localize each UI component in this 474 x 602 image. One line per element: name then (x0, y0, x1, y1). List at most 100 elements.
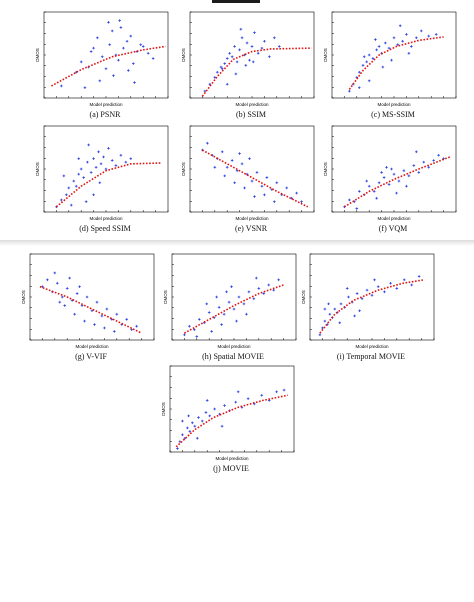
data-point (230, 159, 234, 162)
data-point (235, 319, 238, 323)
data-point (338, 321, 342, 325)
data-point (250, 45, 254, 48)
data-point (227, 300, 231, 304)
data-point (250, 179, 254, 183)
fit-curve (201, 47, 312, 97)
data-point (213, 165, 217, 169)
data-point (79, 60, 83, 64)
data-point (93, 323, 96, 326)
data-point (245, 41, 249, 45)
data-point (112, 74, 115, 77)
data-point (75, 292, 79, 295)
data-point (402, 169, 406, 173)
data-point (389, 281, 392, 285)
data-point (323, 319, 327, 323)
data-point (104, 67, 108, 71)
scatter-plot: Model prediction DMOS (c) MS-SSIM (318, 8, 468, 124)
data-point (129, 157, 133, 160)
data-point (390, 58, 393, 62)
y-axis-label: DMOS (35, 162, 40, 176)
plot-svg: Model prediction DMOS (163, 253, 297, 349)
data-point (225, 57, 229, 60)
data-point (205, 302, 209, 306)
data-point (256, 51, 260, 55)
data-point (219, 65, 223, 69)
data-point (46, 278, 49, 282)
data-point (272, 288, 275, 292)
data-point (375, 48, 378, 52)
data-point (94, 165, 98, 169)
data-point (130, 328, 133, 331)
data-point (260, 184, 264, 188)
plot-svg: Model prediction DMOS (323, 11, 457, 107)
data-point (90, 309, 94, 313)
data-point (92, 193, 95, 197)
data-point (402, 278, 406, 282)
y-axis-label: DMOS (181, 162, 186, 176)
data-point (131, 62, 135, 65)
data-point (419, 29, 423, 33)
data-point (65, 193, 68, 197)
figure-caption: (d) Speed SSIM (79, 224, 131, 233)
scatter-plot: Model prediction DMOS (f) VQM (318, 122, 468, 238)
data-point (318, 333, 322, 337)
plot-frame (309, 253, 435, 341)
data-point (122, 46, 125, 50)
data-point (327, 302, 330, 306)
data-point (238, 152, 241, 155)
data-point (361, 64, 365, 67)
data-point (117, 58, 120, 62)
data-point (360, 297, 364, 301)
figure-caption: (c) MS-SSIM (371, 110, 415, 119)
data-point (110, 318, 114, 321)
y-axis-label: DMOS (161, 402, 166, 416)
plot-svg: Model prediction DMOS (323, 125, 457, 221)
data-point (228, 51, 231, 55)
plot-frame (43, 11, 169, 99)
data-point (367, 53, 371, 57)
data-point (183, 333, 186, 337)
data-point (247, 290, 251, 294)
plot-frame (189, 11, 315, 99)
data-point (417, 171, 421, 174)
data-point (222, 312, 226, 316)
figure-caption: (a) PSNR (89, 110, 121, 119)
fit-curve (348, 36, 444, 90)
data-point (367, 184, 371, 188)
data-point (186, 426, 189, 430)
data-point (146, 51, 150, 55)
data-point (83, 319, 86, 323)
x-axis-label: Model prediction (75, 344, 109, 349)
x-axis-label: Model prediction (377, 102, 411, 107)
data-point (246, 397, 250, 400)
scatter-plot: Model prediction DMOS (d) Speed SSIM (30, 122, 180, 238)
data-point (102, 155, 105, 159)
data-point (244, 64, 248, 67)
data-point (268, 55, 271, 59)
data-point (96, 36, 99, 40)
data-point (407, 51, 411, 55)
data-point (357, 70, 361, 74)
data-point (234, 400, 238, 404)
data-point (195, 335, 199, 338)
data-point (357, 86, 361, 89)
data-point (267, 283, 271, 287)
data-point (365, 60, 369, 64)
data-point (105, 307, 109, 311)
fit-curve (184, 284, 284, 334)
data-point (427, 34, 431, 38)
x-axis-label: Model prediction (89, 102, 123, 107)
data-point (365, 288, 369, 292)
data-point (225, 165, 229, 169)
data-point (235, 60, 239, 64)
data-point (240, 162, 244, 166)
data-point (217, 306, 221, 309)
data-point (213, 407, 216, 411)
x-axis-label: Model prediction (215, 456, 249, 461)
data-point (345, 287, 349, 290)
data-point (220, 67, 224, 71)
x-axis-label: Model prediction (235, 102, 269, 107)
data-point (257, 287, 261, 290)
data-point (125, 39, 129, 43)
data-point (417, 275, 421, 278)
